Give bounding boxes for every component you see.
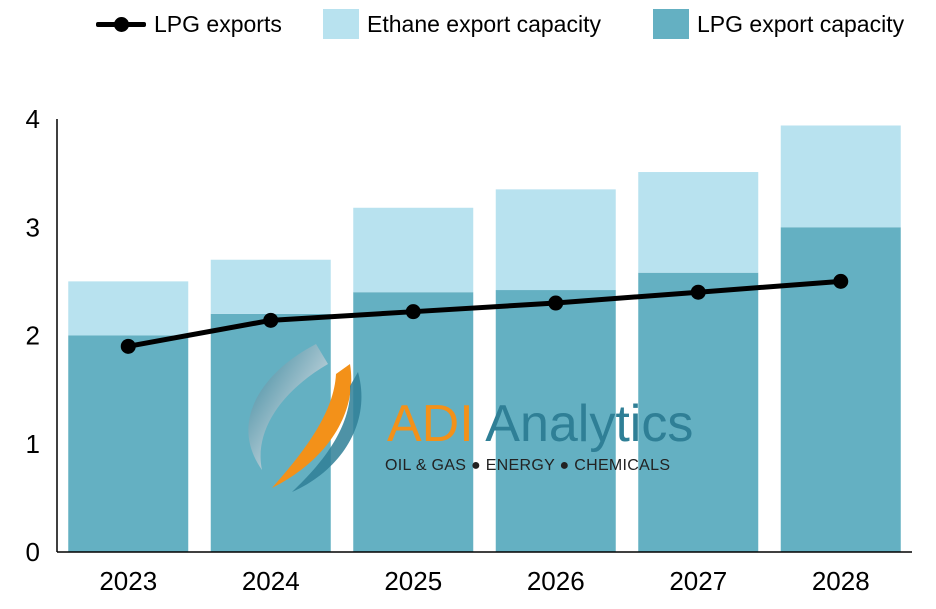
logo-tagline: OIL & GAS ● ENERGY ● CHEMICALS	[385, 457, 671, 474]
chart-legend: LPG exports Ethane export capacity LPG e…	[0, 6, 936, 42]
legend-item-lpg-capacity: LPG export capacity	[653, 6, 904, 42]
logo-analytics-text: Analytics	[485, 395, 694, 453]
point-lpg-exports-2027	[690, 284, 706, 300]
y-tick-label: 3	[26, 212, 40, 242]
point-lpg-exports-2023	[120, 338, 136, 354]
series-line-lpg-exports	[127, 278, 841, 349]
bar-ethane-capacity-2024	[210, 259, 331, 314]
adi-analytics-logo: ADI Analytics OIL & GAS ● ENERGY ● CHEMI…	[232, 342, 712, 492]
legend-swatch	[323, 9, 359, 39]
point-lpg-exports-2028	[833, 273, 849, 289]
y-tick-label: 0	[26, 537, 40, 567]
bar-lpg-capacity-2026	[495, 290, 616, 552]
legend-item-lpg-exports: LPG exports	[96, 6, 282, 42]
point-lpg-exports-2024	[263, 312, 279, 328]
bar-lpg-capacity-2027	[638, 272, 759, 552]
y-tick-label: 1	[26, 429, 40, 459]
legend-line-marker	[96, 9, 146, 39]
bar-ethane-capacity-2027	[638, 172, 759, 273]
bar-ethane-capacity-2026	[495, 189, 616, 291]
bar-ethane-capacity-2023	[68, 281, 189, 336]
x-tick-label: 2027	[669, 566, 727, 596]
legend-swatch	[653, 9, 689, 39]
legend-label: LPG export capacity	[697, 10, 905, 37]
logo-swoosh-icon	[248, 344, 362, 492]
x-tick-label: 2025	[384, 566, 442, 596]
bar-lpg-capacity-2023	[68, 335, 189, 552]
x-tick-label: 2024	[242, 566, 300, 596]
y-tick-label: 4	[26, 104, 40, 134]
legend-item-ethane-capacity: Ethane export capacity	[323, 6, 601, 42]
bar-ethane-capacity-2025	[353, 207, 474, 293]
point-lpg-exports-2025	[405, 304, 421, 320]
x-tick-label: 2023	[99, 566, 157, 596]
legend-label: LPG exports	[154, 10, 282, 37]
bar-ethane-capacity-2028	[780, 125, 901, 228]
logo-adi-text: ADI	[387, 395, 474, 453]
legend-label: Ethane export capacity	[367, 10, 601, 37]
x-tick-label: 2026	[527, 566, 585, 596]
point-lpg-exports-2026	[548, 295, 564, 311]
x-tick-label: 2028	[812, 566, 870, 596]
y-tick-label: 2	[26, 321, 40, 351]
logo-wordmark: ADI Analytics	[387, 394, 693, 454]
bar-lpg-capacity-2025	[353, 292, 474, 552]
